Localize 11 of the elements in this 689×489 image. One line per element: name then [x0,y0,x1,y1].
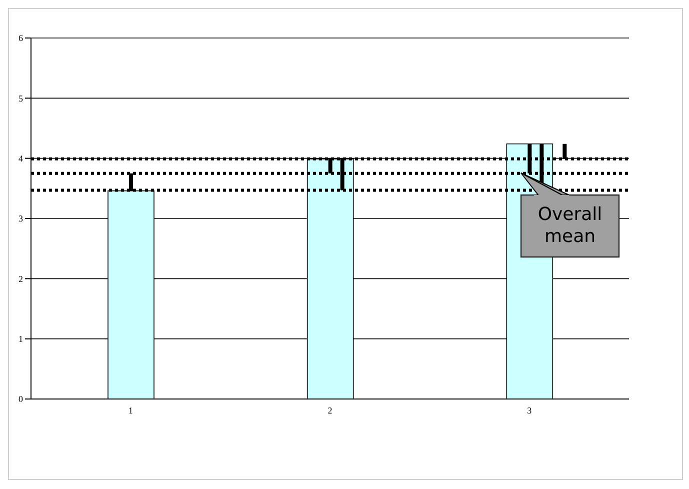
x-tick-label: 2 [328,405,332,416]
y-tick-label: 4 [18,154,24,164]
x-tick-label: 1 [128,405,133,416]
x-tick-label: 3 [527,405,532,416]
y-tick-label: 5 [18,93,24,104]
y-tick-label: 2 [18,274,23,284]
y-tick-label: 0 [18,394,24,404]
y-tick-label: 1 [18,334,23,344]
y-tick-label: 6 [18,33,24,44]
y-tick-label: 3 [18,214,24,224]
annotation: Overall mean [521,197,619,256]
